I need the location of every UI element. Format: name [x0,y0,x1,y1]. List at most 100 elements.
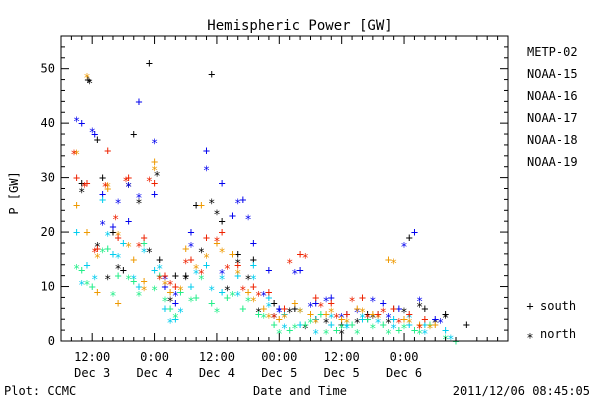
data-point-south: + [151,187,158,201]
data-point-north: * [416,294,423,308]
data-point-north: * [112,213,119,227]
data-point-south: + [94,285,101,299]
data-point-south: + [208,67,215,81]
data-point-north: * [374,316,381,330]
data-point-south: + [94,132,101,146]
data-point-south: + [302,318,309,332]
data-point-north: * [177,284,184,298]
data-point-north: * [213,207,220,221]
data-point-north: * [395,316,402,330]
data-point-north: * [198,245,205,259]
data-point-south: + [255,307,262,321]
data-point-south: + [416,318,423,332]
x-tick-time-label: 12:00 [199,350,235,364]
legend-series-name: NOAA-19 [527,155,578,169]
data-point-north: * [390,322,397,336]
y-axis-label: P [GW] [7,171,21,214]
data-point-south: + [115,296,122,310]
data-point-south: + [73,198,80,212]
data-point-south: + [286,323,293,337]
data-point-south: + [208,296,215,310]
data-point-north: * [322,316,329,330]
data-point-north: * [234,289,241,303]
data-point-north: * [359,311,366,325]
data-point-north: * [213,305,220,319]
legend-marker-label: north [540,327,576,341]
legend-marker-symbol: + [526,299,533,313]
data-point-south: + [421,301,428,315]
data-point-north: * [109,289,116,303]
data-point-south: + [380,296,387,310]
data-point-south: + [276,301,283,315]
data-point-north: * [115,262,122,276]
data-point-south: + [187,252,194,266]
footer-timestamp: 2011/12/06 08:45:05 [453,384,590,398]
data-point-south: + [421,312,428,326]
data-point-north: * [260,289,267,303]
data-point-south: + [281,301,288,315]
data-point-south: + [354,301,361,315]
data-point-south: + [109,225,116,239]
data-point-north: * [380,305,387,319]
data-point-south: + [328,290,335,304]
data-point-north: * [322,294,329,308]
data-point-north: * [244,294,251,308]
data-point-south: + [213,236,220,250]
data-point-south: + [141,274,148,288]
data-point-north: * [333,311,340,325]
data-point-north: * [359,305,366,319]
data-point-north: * [270,311,277,325]
axes: 0 10 20 30 40 50 12:00 Dec 3 0:00 Dec 4 12:00 Dec 4… [41,36,508,380]
data-point-north: * [250,294,257,308]
data-point-south: + [421,318,428,332]
data-point-south: + [104,143,111,157]
data-point-south: + [291,296,298,310]
data-point-south: + [229,209,236,223]
data-point-south: + [296,318,303,332]
data-point-north: * [102,180,109,194]
data-point-north: * [177,305,184,319]
data-point-north: * [104,273,111,287]
data-point-south: + [172,280,179,294]
data-point-south: + [83,176,90,190]
data-point-north: * [354,316,361,330]
data-point-south: + [250,258,257,272]
data-point-north: * [83,71,90,85]
data-point-south: + [296,247,303,261]
data-point-north: * [99,218,106,232]
data-point-north: * [234,196,241,210]
data-point-south: + [135,94,142,108]
data-point-south: + [115,231,122,245]
data-point-north: * [328,305,335,319]
series-noaa-16: +++++++++++++++++ + + + + + + + + +* *************… [73,192,454,346]
data-point-south: + [203,231,210,245]
x-axis-label: Date and Time [253,384,347,398]
data-point-south: + [161,269,168,283]
data-point-north: * [125,180,132,194]
data-point-south: + [426,318,433,332]
data-point-south: + [265,285,272,299]
data-point-south: + [224,290,231,304]
data-point-south: + [219,214,226,228]
legend-series-name: NOAA-15 [527,67,578,81]
data-point-north: * [161,273,168,287]
data-point-north: * [91,245,98,259]
data-point-south: + [182,269,189,283]
data-point-north: * [317,300,324,314]
footer-plot-credit: Plot: CCMC [4,384,76,398]
data-point-north: * [343,316,350,330]
data-point-south: + [156,269,163,283]
data-point-south: + [250,280,257,294]
data-point-south: + [400,312,407,326]
data-point-south: + [312,290,319,304]
data-point-south: + [151,176,158,190]
data-point-south: + [130,274,137,288]
data-point-south: + [385,252,392,266]
data-point-south: + [187,225,194,239]
data-point-south: + [120,263,127,277]
data-point-south: + [270,318,277,332]
data-point-north: * [234,267,241,281]
data-point-north: * [203,164,210,178]
data-point-south: + [109,247,116,261]
data-point-south: + [125,214,132,228]
